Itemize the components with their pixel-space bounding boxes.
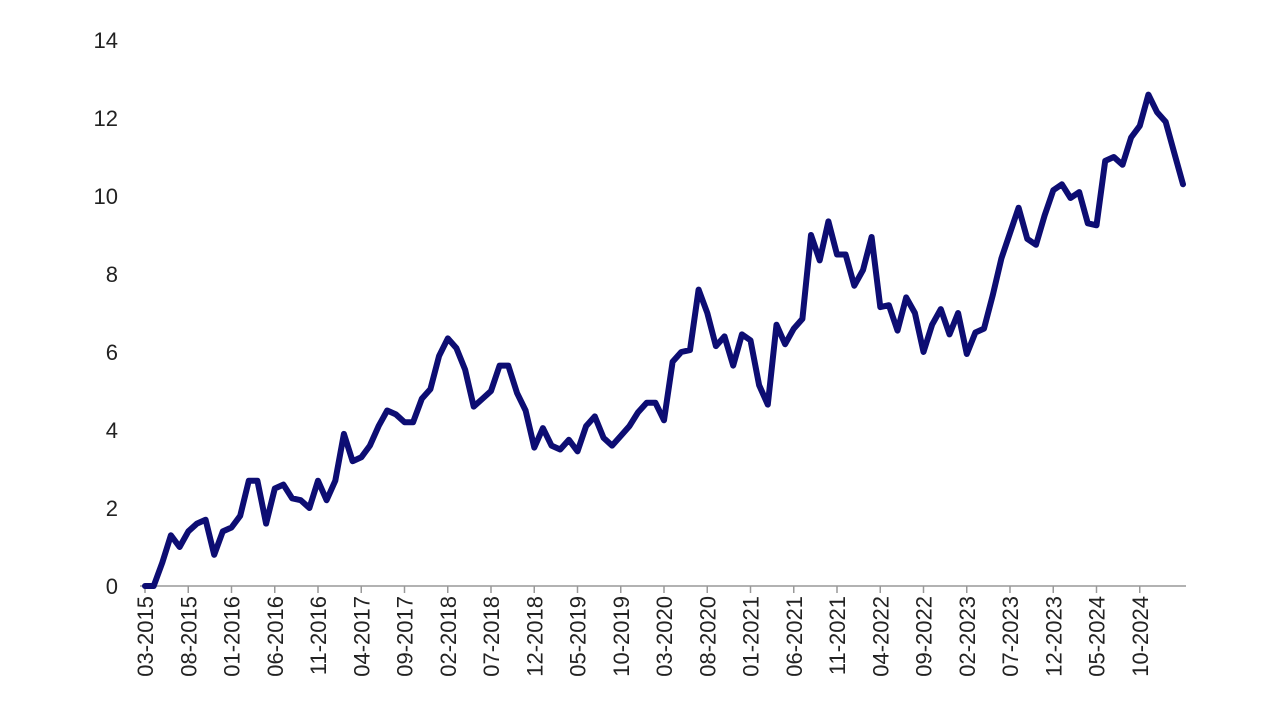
x-tick-label: 07-2018 (479, 596, 504, 677)
x-tick-label: 03-2015 (133, 596, 158, 677)
y-tick-label: 14 (94, 28, 118, 53)
x-tick-label: 12-2023 (1041, 596, 1066, 677)
x-tick-label: 04-2022 (868, 596, 893, 677)
x-tick-label: 01-2021 (739, 596, 764, 677)
y-tick-label: 8 (106, 262, 118, 287)
y-tick-label: 4 (106, 418, 118, 443)
x-tick-label: 11-2016 (306, 596, 331, 675)
x-tick-label: 08-2020 (695, 596, 720, 677)
x-tick-label: 06-2021 (782, 596, 807, 677)
x-tick-label: 02-2023 (955, 596, 980, 677)
x-tick-label: 05-2024 (1085, 596, 1110, 677)
x-tick-label: 09-2022 (912, 596, 937, 677)
x-tick-label: 03-2020 (652, 596, 677, 677)
y-tick-label: 0 (106, 574, 118, 599)
x-tick-label: 09-2017 (393, 596, 418, 677)
x-tick-label: 05-2019 (566, 596, 591, 677)
x-tick-label: 12-2018 (522, 596, 547, 677)
y-tick-label: 12 (94, 106, 118, 131)
x-tick-label: 01-2016 (220, 596, 245, 677)
y-tick-label: 10 (94, 184, 118, 209)
data-line (142, 91, 1186, 589)
x-tick-label: 02-2018 (436, 596, 461, 677)
x-tick-label: 04-2017 (349, 596, 374, 677)
x-tick-label: 08-2015 (176, 596, 201, 677)
y-tick-label: 2 (106, 496, 118, 521)
x-tick-label: 11-2021 (825, 596, 850, 675)
x-tick-label: 10-2019 (609, 596, 634, 677)
y-tick-label: 6 (106, 340, 118, 365)
x-tick-label: 10-2024 (1128, 596, 1153, 677)
x-tick-label: 07-2023 (998, 596, 1023, 677)
x-tick-label: 06-2016 (263, 596, 288, 677)
